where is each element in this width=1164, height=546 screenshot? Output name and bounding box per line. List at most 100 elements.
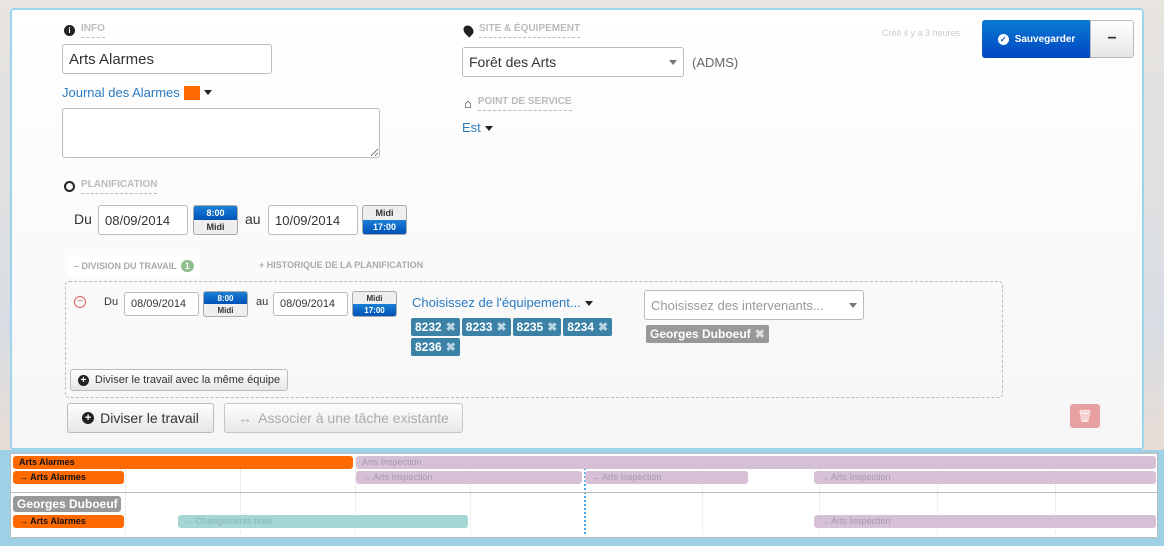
gantt-bar[interactable]: Arts Inspection [356,456,1156,469]
collapse-button[interactable]: − [1090,20,1134,58]
split-same-team-label: Diviser le travail avec la même équipe [94,374,281,386]
division-box: − Du 08/09/2014 8:00 Midi au 08/09/2014 … [65,281,1003,398]
equipment-tag: 8233 ✖ [461,318,511,336]
start-time-option[interactable]: Midi [206,222,225,232]
worker-label: Georges Duboeuf [13,496,121,512]
gantt-bar[interactable]: → Arts Inspection [814,471,1156,484]
site-section-header: SITE & ÉQUIPEMENT [461,23,581,38]
division-count-badge: 1 [180,260,194,272]
info-section-header: i INFO [64,23,105,38]
save-label: Sauvegarder [1014,33,1076,45]
current-time-marker [584,457,586,534]
delete-button[interactable]: 🗑 [1070,404,1100,428]
row-divider [11,492,1157,493]
tag-label: Georges Duboeuf [650,327,751,341]
start-time-toggle[interactable]: 8:00 Midi [193,205,238,235]
journal-dropdown[interactable]: Journal des Alarmes [62,85,212,100]
to-label: au [256,296,269,308]
split-same-team-button[interactable]: + Diviser le travail avec la même équipe [70,369,288,391]
gantt-bar[interactable]: Arts Alarmes [13,456,353,469]
remove-tag-icon[interactable]: ✖ [754,327,765,341]
division-end-time-toggle[interactable]: Midi 17:00 [352,291,397,317]
end-time-option[interactable]: Midi [375,208,394,218]
tag-label: 8234 [567,320,594,334]
start-date-value: 08/09/2014 [105,212,171,228]
map-marker-icon [461,23,476,38]
journal-color-swatch [183,85,200,100]
info-label: INFO [81,23,105,38]
site-label: SITE & ÉQUIPEMENT [479,23,581,38]
gantt-bar[interactable]: → Arts Inspection [585,471,748,484]
remove-tag-icon[interactable]: ✖ [445,320,456,334]
service-value: Est [462,120,481,135]
tag-label: 8232 [415,320,442,334]
home-icon: ⌂ [464,95,472,111]
remove-division-icon[interactable]: − [74,296,86,308]
start-time-option[interactable]: 8:00 [194,206,237,220]
check-circle-icon: ✓ [997,33,1009,45]
equipment-tag: 8232 ✖ [411,318,460,336]
equipment-tag: 8235 ✖ [512,318,562,336]
remove-tag-icon[interactable]: ✖ [547,320,558,334]
time-option[interactable]: 17:00 [353,304,396,316]
end-date-input[interactable]: 10/09/2014 [268,205,358,235]
site-suffix: (ADMS) [692,55,739,70]
from-label: Du [104,296,119,308]
equipment-placeholder: Choisissez de l'équipement... [412,295,581,310]
time-option[interactable]: 8:00 [204,292,247,304]
equipment-tag: 8236 ✖ [411,338,460,356]
service-label: POINT DE SERVICE [477,96,572,111]
gantt-bar[interactable]: → Arts Alarmes [13,471,124,484]
tab-division-label: – DIVISION DU TRAVAIL [74,261,177,271]
division-end-date-value: 08/09/2014 [280,298,336,310]
time-option[interactable]: Midi [366,293,383,303]
equipment-tag: 8234 ✖ [563,318,613,336]
division-end-date-input[interactable]: 08/09/2014 [273,292,348,316]
task-form-panel: i INFO Arts Alarmes Journal des Alarmes … [10,8,1144,450]
division-start-date-value: 08/09/2014 [131,298,187,310]
save-button[interactable]: ✓ Sauvegarder [982,20,1091,58]
associate-task-label: Associer à une tâche existante [258,410,449,426]
end-date-value: 10/09/2014 [275,212,341,228]
equipment-dropdown[interactable]: Choisissez de l'équipement... [412,295,593,310]
tag-label: 8233 [465,320,493,334]
time-option[interactable]: Midi [217,305,234,315]
trash-icon: 🗑 [1077,409,1093,423]
tab-division[interactable]: – DIVISION DU TRAVAIL 1 [68,255,200,277]
workers-select[interactable]: Choisissez des intervenants... [644,290,864,320]
associate-task-button[interactable]: ↔ Associer à une tâche existante [224,403,463,433]
plus-circle-icon: + [77,374,89,386]
site-select[interactable]: Forêt des Arts [462,47,684,77]
to-label: au [245,211,261,227]
workers-placeholder: Choisissez des intervenants... [651,297,824,313]
end-time-toggle[interactable]: Midi 17:00 [362,205,407,235]
gantt-bar[interactable]: → Arts Inspection [356,471,582,484]
start-date-input[interactable]: 08/09/2014 [98,205,188,235]
task-name-input[interactable]: Arts Alarmes [62,44,272,74]
end-time-option[interactable]: 17:00 [363,220,406,234]
tag-label: 8235 [516,320,544,334]
tab-history[interactable]: + HISTORIQUE DE LA PLANIFICATION [259,260,424,270]
journal-label: Journal des Alarmes [62,85,180,100]
minus-icon: − [1107,30,1117,47]
notes-textarea[interactable] [62,108,380,158]
task-name-value: Arts Alarmes [69,50,155,68]
worker-tag: Georges Duboeuf ✖ [646,325,769,343]
split-work-label: Diviser le travail [100,410,199,426]
division-start-time-toggle[interactable]: 8:00 Midi [203,291,248,317]
gantt-bar[interactable]: → Arts Inspection [814,515,1156,528]
remove-tag-icon[interactable]: ✖ [598,320,609,334]
planning-section-header: PLANIFICATION [64,179,158,194]
split-work-button[interactable]: + Diviser le travail [67,403,214,433]
gantt-timeline: Arts Alarmes Arts Inspection → Arts Alar… [0,450,1164,546]
remove-tag-icon[interactable]: ✖ [496,320,507,334]
plus-circle-icon: + [82,412,95,424]
select-caret-icon [849,302,857,308]
planning-label: PLANIFICATION [81,179,158,194]
service-dropdown[interactable]: Est [462,120,493,135]
service-section-header: ⌂ POINT DE SERVICE [464,96,572,111]
division-start-date-input[interactable]: 08/09/2014 [124,292,199,316]
remove-tag-icon[interactable]: ✖ [445,340,456,354]
gantt-bar[interactable]: → Changements huile [178,515,468,528]
gantt-bar[interactable]: → Arts Alarmes [13,515,124,528]
